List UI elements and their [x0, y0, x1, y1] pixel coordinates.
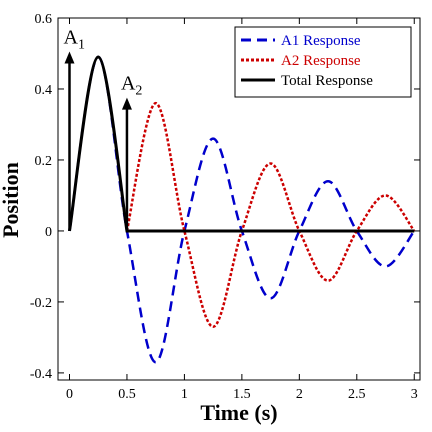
legend-label-1: A1 Response — [281, 33, 361, 49]
x-tick-label: 2 — [296, 387, 303, 402]
x-tick-label: 3 — [411, 387, 418, 402]
annotation-label-a2: A2 — [121, 73, 142, 99]
x-tick-label: 1 — [181, 387, 188, 402]
y-tick-label: 0.4 — [35, 83, 53, 98]
y-tick-label: 0 — [45, 225, 52, 240]
series-line-3 — [68, 55, 415, 233]
y-tick-label: -0.4 — [30, 367, 52, 382]
annotation-arrowhead — [64, 51, 75, 64]
series-line-1 — [68, 55, 416, 364]
y-tick-label: 0.2 — [35, 154, 53, 169]
annotation-subscript: 2 — [135, 84, 142, 99]
annotation-label-a1: A1 — [63, 26, 84, 52]
ticks-layer: 0 0.5 1 1.5 2 2.5 3 -0.4 -0.2 0 0.2 0.4 0.6 — [30, 12, 420, 402]
series-line-2 — [125, 101, 416, 329]
annotation-letter: A — [121, 73, 136, 95]
legend-label-3: Total Response — [281, 73, 373, 89]
y-axis-label: Position — [0, 162, 23, 238]
series-layer — [68, 55, 416, 364]
y-tick-label: 0.6 — [35, 12, 53, 27]
plot-area-frame — [57, 17, 421, 381]
y-tick-label: -0.2 — [30, 296, 52, 311]
x-axis-label: Time (s) — [200, 400, 277, 425]
x-tick-label: 2.5 — [348, 387, 366, 402]
legend: A1 Response A2 Response Total Response — [234, 26, 412, 98]
annotation-arrowhead — [121, 97, 132, 110]
annotation-letter: A — [63, 26, 78, 48]
x-tick-label: 0.5 — [118, 387, 136, 402]
annotation-subscript: 1 — [78, 37, 85, 52]
x-tick-label: 1.5 — [233, 387, 251, 402]
legend-label-2: A2 Response — [281, 53, 361, 69]
x-tick-label: 0 — [66, 387, 73, 402]
